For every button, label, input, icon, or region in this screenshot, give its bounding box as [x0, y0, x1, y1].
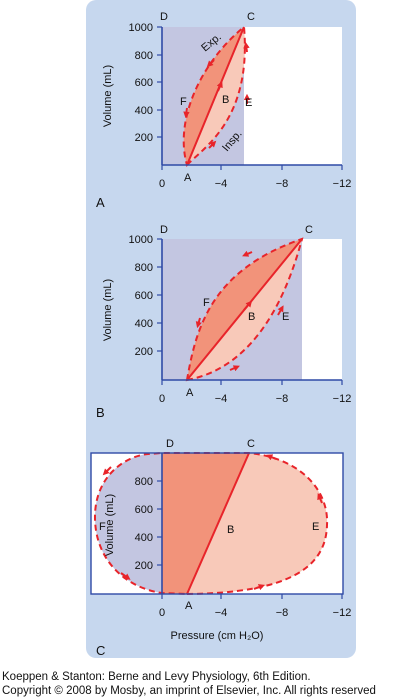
panel-b-arrow-f — [195, 317, 202, 329]
panel-a-xtick-8: −8 — [276, 178, 289, 190]
panel-c-arrow-right — [317, 493, 324, 504]
panel-a-ytick-200: 200 — [135, 132, 153, 144]
panel-c-xtick-8: −8 — [276, 607, 289, 619]
panel-a-ytick-1000: 1000 — [129, 22, 153, 34]
panel-a-point-f: F — [180, 96, 187, 108]
panel-b-arrow-e — [277, 305, 284, 316]
panel-c-point-f: F — [99, 521, 106, 533]
panel-c-xlabel: Pressure (cm H₂O) — [171, 630, 264, 642]
panel-b-xtick-12: −12 — [333, 393, 352, 405]
panel-c-ytick-800: 800 — [135, 476, 153, 488]
caption-line-1: Koeppen & Stanton: Berne and Levy Physio… — [2, 671, 311, 683]
panel-a-arrow-mid — [216, 81, 223, 92]
panel-a-xtick-12: −12 — [333, 178, 352, 190]
panel-c-xtick-12: −12 — [333, 607, 352, 619]
panel-a-ytick-600: 600 — [135, 77, 153, 89]
panel-c-xtick-4: −4 — [215, 607, 228, 619]
panel-b-loop — [185, 237, 304, 382]
panel-b-arrow-top — [242, 250, 253, 257]
panel-b-arrow-mid — [243, 300, 253, 311]
panel-a: 1000 800 600 400 200 0 −4 −8 −12 Volume … — [96, 11, 351, 210]
panel-c-point-a: A — [185, 600, 193, 612]
panel-a-xtick-4: −4 — [215, 178, 228, 190]
panel-b-ytick-1000: 1000 — [129, 234, 153, 246]
panel-c-salmon-region — [162, 453, 249, 594]
panel-a-arrow-insp — [208, 140, 217, 149]
panel-b-xtick-8: −8 — [276, 393, 289, 405]
panel-c-pink-region — [187, 453, 328, 594]
panel-c-ytick-600: 600 — [135, 504, 153, 516]
panel-b-point-a: A — [186, 387, 194, 399]
panel-a-compliance-line — [186, 26, 245, 166]
panel-c-point-b: B — [227, 524, 234, 536]
panel-a-ylabel: Volume (mL) — [102, 65, 114, 127]
panel-c-arrow-bottom — [253, 584, 265, 591]
panel-b-ytick-800: 800 — [135, 262, 153, 274]
panel-b: 1000 800 600 400 200 0 −4 −8 −12 Volume … — [96, 224, 351, 420]
panel-b-point-e: E — [282, 311, 289, 323]
panel-c-arrow-left-top — [102, 466, 112, 476]
panel-c-arrow-left-bottom — [120, 572, 131, 580]
panel-c-compliance-line — [186, 452, 250, 595]
panel-c-point-e: E — [312, 521, 319, 533]
panel-a-arrow-exp — [206, 59, 215, 68]
panel-a-point-b: B — [222, 94, 229, 106]
panel-b-point-d: D — [160, 224, 168, 236]
panel-a-arrow-f — [183, 107, 190, 119]
panel-a-point-d: D — [160, 11, 168, 23]
panel-c-arrow-top — [266, 454, 277, 461]
panel-b-point-c: C — [305, 224, 313, 236]
panel-a-point-a: A — [184, 172, 192, 184]
panel-b-point-f: F — [203, 297, 210, 309]
panel-b-ylabel: Volume (mL) — [102, 279, 114, 341]
panel-b-point-b: B — [248, 311, 255, 323]
panel-c-xtick-0: 0 — [159, 607, 165, 619]
panel-b-xtick-4: −4 — [215, 393, 228, 405]
caption-line-2: Copyright © 2008 by Mosby, an imprint of… — [2, 685, 376, 697]
panel-a-arrow-top — [243, 41, 250, 53]
panel-b-ytick-400: 400 — [135, 318, 153, 330]
panel-a-xtick-0: 0 — [159, 178, 165, 190]
panel-b-ytick-200: 200 — [135, 346, 153, 358]
panel-a-letter: A — [96, 195, 105, 210]
panel-c-ytick-400: 400 — [135, 532, 153, 544]
panel-a-point-e: E — [245, 97, 252, 109]
panel-c-frame — [90, 452, 344, 595]
panel-a-ytick-400: 400 — [135, 105, 153, 117]
panel-c-lavender-region — [94, 453, 162, 593]
panel-c: 800 600 400 200 0 −4 −8 −12 Pressure (cm… — [90, 438, 352, 658]
panel-c-ytick-200: 200 — [135, 560, 153, 572]
panel-b-letter: B — [96, 405, 105, 420]
panel-b-ytick-600: 600 — [135, 290, 153, 302]
panel-a-point-c: C — [247, 11, 255, 23]
panel-c-ylabel: Volume (mL) — [104, 494, 116, 556]
panel-b-xtick-0: 0 — [159, 393, 165, 405]
panel-c-letter: C — [96, 643, 105, 658]
panel-b-arrow-insp — [229, 365, 240, 372]
panel-c-point-c: C — [247, 438, 255, 450]
panel-a-ytick-800: 800 — [135, 50, 153, 62]
panel-c-point-d: D — [166, 438, 174, 450]
